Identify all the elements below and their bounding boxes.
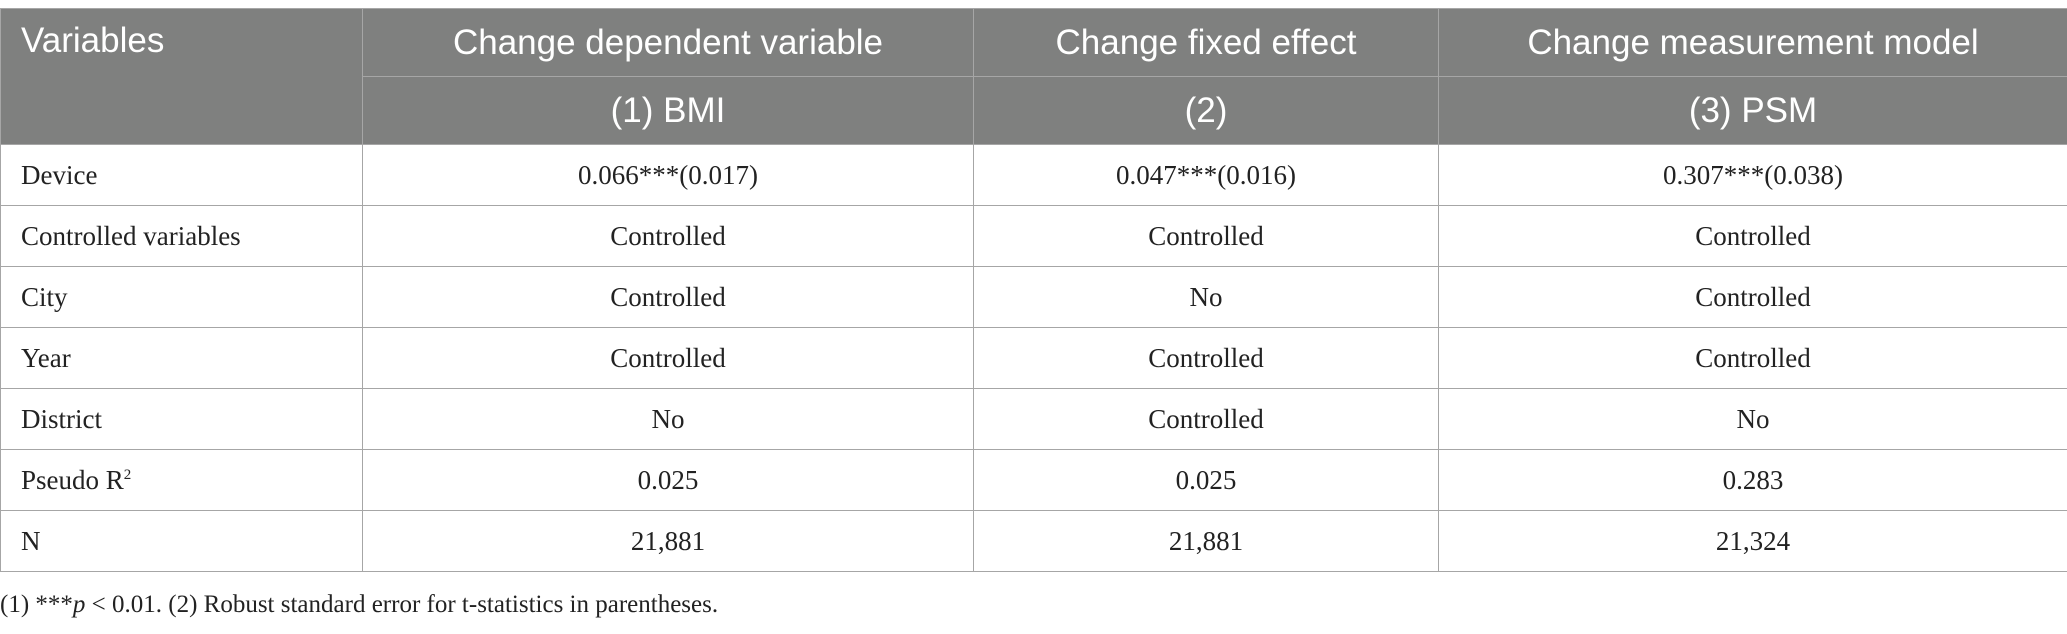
table-cell: Controlled [362,327,974,389]
table-cell: No [1438,388,2067,450]
table-header: Variables Change dependent variable Chan… [0,8,2067,145]
table-body: Device 0.066***(0.017) 0.047***(0.016) 0… [0,144,2067,572]
table-cell: 21,881 [362,510,974,572]
table-cell: Controlled [1438,205,2067,267]
row-label-n: N [0,510,363,572]
footnote-prefix: (1) *** [0,591,73,618]
row-label-device: Device [0,144,363,206]
table-cell: Controlled [362,205,974,267]
row-label-year: Year [0,327,363,389]
row-label-pseudo-r2: Pseudo R2 [0,449,363,511]
pseudo-r-label-text: Pseudo R [21,464,124,495]
table-row: Controlled variables Controlled Controll… [0,205,2067,267]
row-label-controlled-variables: Controlled variables [0,205,363,267]
table-cell: 0.025 [362,449,974,511]
regression-results-table: Variables Change dependent variable Chan… [0,8,2067,572]
header-model-3: (3) PSM [1438,76,2067,145]
table-cell: 0.066***(0.017) [362,144,974,206]
header-model-2: (2) [973,76,1439,145]
header-variables: Variables [0,8,363,145]
table-row: District No Controlled No [0,388,2067,450]
table-cell: No [362,388,974,450]
table-footnote: (1) ***p < 0.01. (2) Robust standard err… [0,591,718,619]
table-cell: Controlled [362,266,974,328]
row-label-city: City [0,266,363,328]
table-cell: 0.307***(0.038) [1438,144,2067,206]
superscript-2: 2 [123,466,132,483]
footnote-suffix: < 0.01. (2) Robust standard error for t-… [85,591,719,618]
table-cell: 0.047***(0.016) [973,144,1439,206]
table-cell: Controlled [973,327,1439,389]
results-table-container: Variables Change dependent variable Chan… [0,8,2067,572]
table-cell: Controlled [973,388,1439,450]
header-row-groups: Variables Change dependent variable Chan… [0,8,2067,145]
header-group-dependent-variable: Change dependent variable [362,8,974,77]
table-row: Year Controlled Controlled Controlled [0,327,2067,389]
header-model-1: (1) BMI [362,76,974,145]
table-cell: Controlled [1438,266,2067,328]
table-cell: Controlled [1438,327,2067,389]
footnote-italic-p: p [72,591,86,618]
table-cell: Controlled [973,205,1439,267]
table-row: N 21,881 21,881 21,324 [0,510,2067,572]
header-group-fixed-effect: Change fixed effect [973,8,1439,77]
table-row: City Controlled No Controlled [0,266,2067,328]
table-row: Pseudo R2 0.025 0.025 0.283 [0,449,2067,511]
table-row: Device 0.066***(0.017) 0.047***(0.016) 0… [0,144,2067,206]
table-cell: 0.025 [973,449,1439,511]
header-row-models: (1) BMI (2) (3) PSM [1,76,2067,145]
table-cell: 21,881 [973,510,1439,572]
table-cell: 0.283 [1438,449,2067,511]
table-cell: No [973,266,1439,328]
row-label-district: District [0,388,363,450]
table-cell: 21,324 [1438,510,2067,572]
header-group-measurement-model: Change measurement model [1438,8,2067,77]
